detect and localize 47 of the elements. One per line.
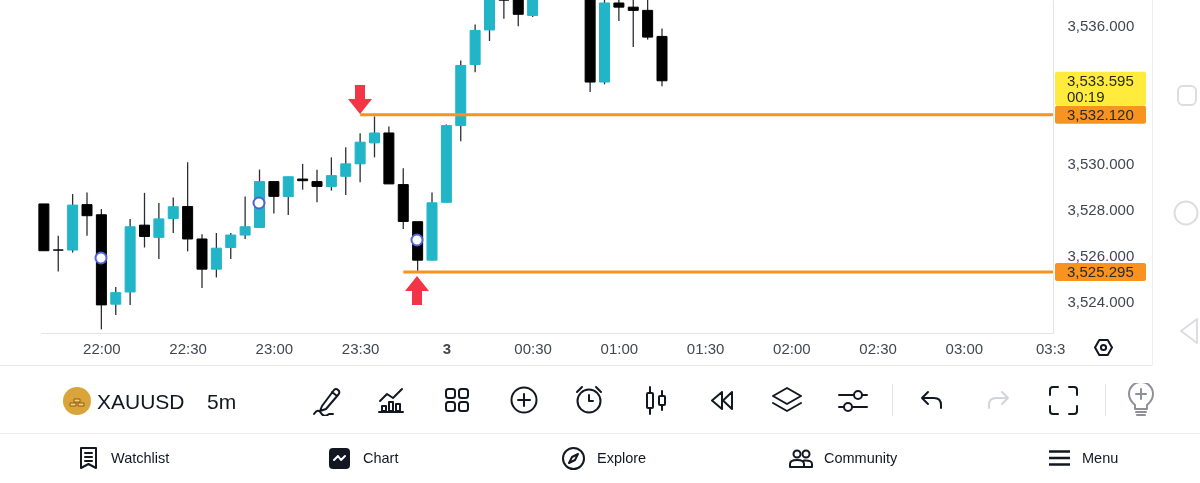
candlestick <box>325 156 337 192</box>
x-tick-label: 23:30 <box>341 339 380 357</box>
y-tick-label: 3,528.000 <box>1067 201 1135 219</box>
text: 5m <box>207 389 237 413</box>
text: Watchlist <box>111 449 170 466</box>
candlestick <box>153 202 165 260</box>
candlestick <box>268 180 280 215</box>
y-tick-label: 3,524.000 <box>1067 293 1135 311</box>
candlestick <box>167 196 179 234</box>
candlestick <box>311 169 323 203</box>
text: Explore <box>597 449 647 466</box>
text: XAUUSD <box>97 389 185 413</box>
series-label: 3,532.120 <box>1067 105 1134 123</box>
x-tick-label: 01:00 <box>600 339 639 357</box>
x-tick-label: 00:30 <box>514 339 552 357</box>
text: Community <box>824 449 898 466</box>
y-tick-label: 3,526.000 <box>1067 247 1135 265</box>
x-tick-label: 23:00 <box>255 339 294 357</box>
x-tick-label: 03:00 <box>945 339 984 357</box>
candlestick <box>282 176 294 216</box>
candlestick <box>110 286 122 316</box>
candlestick <box>52 235 64 273</box>
x-tick-label: 22:30 <box>169 339 207 357</box>
text: Menu <box>1082 449 1119 466</box>
x-tick-label: 3 <box>442 339 452 357</box>
candlestick <box>498 0 510 20</box>
text: 00:19 <box>1067 87 1105 105</box>
x-tick-label: 02:00 <box>773 339 811 357</box>
candlestick <box>210 232 222 279</box>
y-tick-label: 3,536.000 <box>1067 16 1135 34</box>
candlestick <box>297 163 309 191</box>
text: Chart <box>363 449 399 466</box>
series-label: 3,525.295 <box>1067 263 1134 281</box>
candlestick <box>239 195 251 240</box>
y-tick-label: 3,530.000 <box>1067 155 1135 173</box>
x-tick-label: 03:3 <box>1036 339 1066 357</box>
candlestick <box>340 146 352 196</box>
candlestick <box>81 191 93 237</box>
candlestick <box>225 232 237 260</box>
candlestick <box>512 0 524 27</box>
candlestick <box>369 115 380 159</box>
x-tick-label: 02:30 <box>859 339 897 357</box>
text: 3,533.595 <box>1067 71 1134 89</box>
x-tick-label: 01:30 <box>686 339 725 357</box>
candlestick <box>354 132 366 183</box>
x-tick-label: 22:00 <box>83 339 121 357</box>
candlestick <box>139 192 150 249</box>
